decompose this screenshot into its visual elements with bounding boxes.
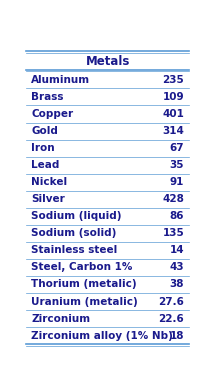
Text: Nickel: Nickel [31, 177, 67, 187]
Text: 35: 35 [170, 160, 184, 170]
Text: Steel, Carbon 1%: Steel, Carbon 1% [31, 262, 133, 272]
Text: Silver: Silver [31, 194, 65, 204]
Text: Copper: Copper [31, 109, 73, 119]
Text: 67: 67 [169, 143, 184, 153]
Text: Aluminum: Aluminum [31, 75, 90, 85]
Text: Stainless steel: Stainless steel [31, 245, 117, 255]
Text: Zirconium alloy (1% Nb): Zirconium alloy (1% Nb) [31, 331, 173, 341]
Text: Thorium (metalic): Thorium (metalic) [31, 279, 137, 289]
Text: 401: 401 [162, 109, 184, 119]
Text: Uranium (metalic): Uranium (metalic) [31, 296, 138, 307]
Text: 109: 109 [163, 92, 184, 102]
Text: 86: 86 [170, 211, 184, 221]
Text: 27.6: 27.6 [158, 296, 184, 307]
Text: 235: 235 [162, 75, 184, 85]
Text: Brass: Brass [31, 92, 64, 102]
Text: 22.6: 22.6 [158, 314, 184, 324]
Text: 43: 43 [169, 262, 184, 272]
Text: Sodium (solid): Sodium (solid) [31, 228, 117, 238]
Text: 91: 91 [170, 177, 184, 187]
Text: Lead: Lead [31, 160, 59, 170]
Text: 18: 18 [170, 331, 184, 341]
Text: 314: 314 [162, 126, 184, 136]
Text: 428: 428 [162, 194, 184, 204]
Text: Gold: Gold [31, 126, 58, 136]
Text: 14: 14 [169, 245, 184, 255]
Text: Metals: Metals [85, 55, 130, 68]
Text: 38: 38 [170, 279, 184, 289]
Text: Iron: Iron [31, 143, 55, 153]
Text: Zirconium: Zirconium [31, 314, 90, 324]
Text: 135: 135 [162, 228, 184, 238]
Text: Sodium (liquid): Sodium (liquid) [31, 211, 122, 221]
